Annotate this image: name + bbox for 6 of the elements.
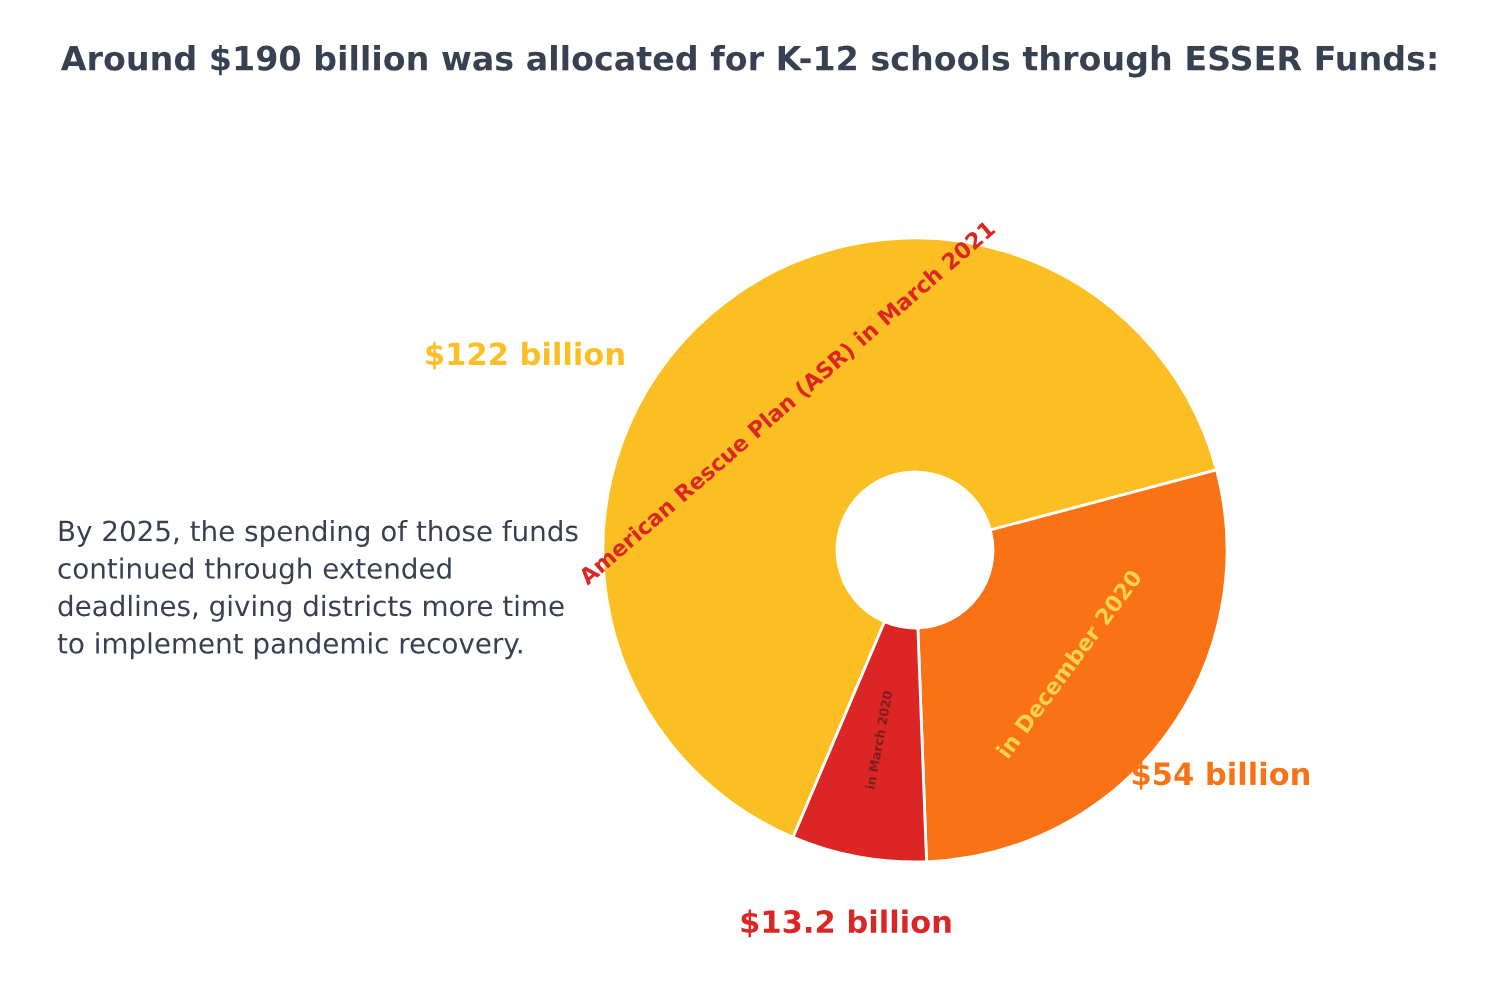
- data-label: $13.2 billion: [741, 909, 951, 938]
- chart-title: Around $190 billion was allocated for K-12 schools through ESSER Funds:: [60, 45, 1436, 78]
- slice-label: in March 2020: [865, 690, 893, 790]
- data-label: $122 billion: [426, 341, 624, 370]
- data-label: $54 billion: [1132, 761, 1310, 790]
- text: By 2025, the spending of those funds continued through extended deadlines, giving districts more time to implement pandemic recovery.: [57, 520, 578, 660]
